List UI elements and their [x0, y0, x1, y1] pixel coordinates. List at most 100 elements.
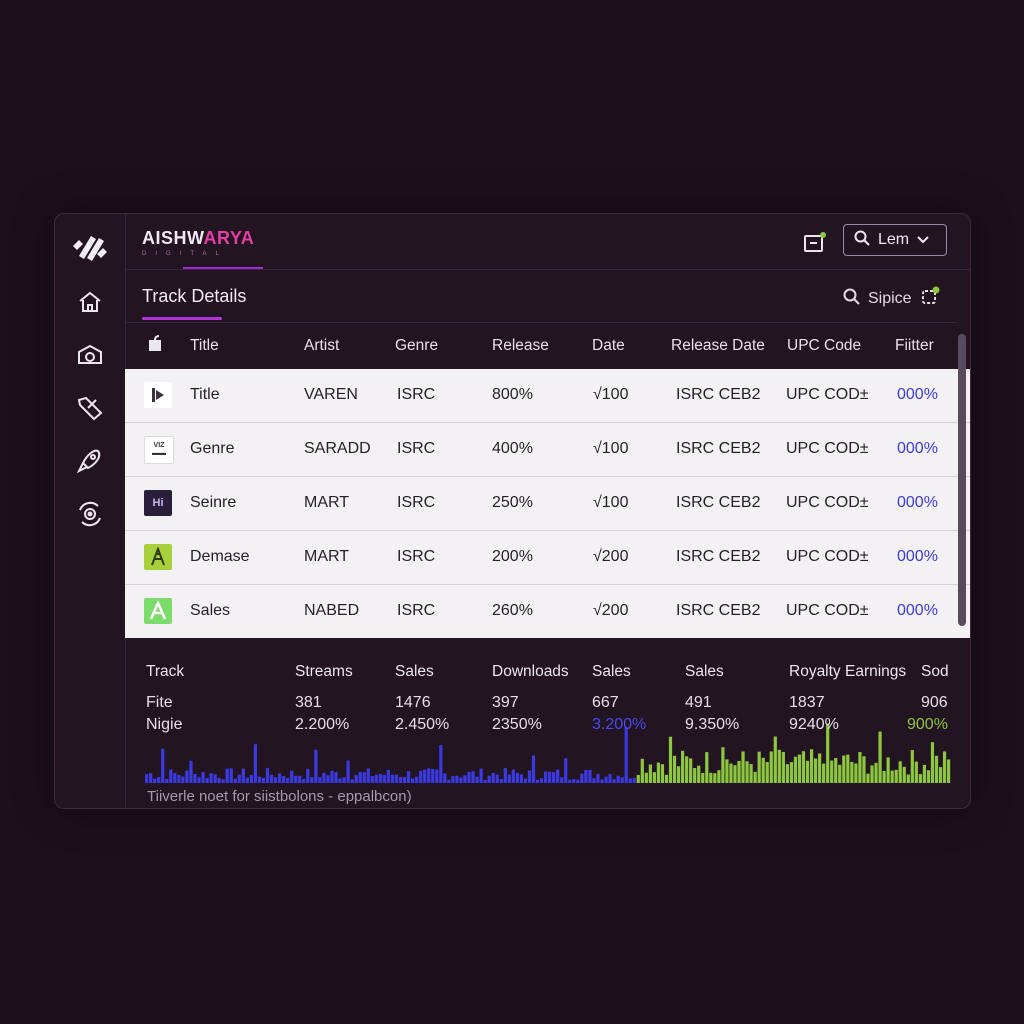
track-release-date: ISRC CEB2 [676, 602, 761, 619]
page-title: Track Details [142, 286, 247, 306]
search-control[interactable]: Sipice [843, 286, 940, 311]
user-menu-button[interactable]: Lem [843, 224, 947, 256]
sparkline-bar [282, 776, 286, 783]
track-title: Sales [190, 602, 231, 619]
sparkline-bar [531, 755, 536, 783]
sparkline-bar [878, 731, 882, 783]
table-row[interactable]: Sales NABED ISRC 260% √200 ISRC CEB2 UPC… [125, 585, 970, 638]
sparkline-bar [846, 754, 850, 783]
sparkline-bar [286, 778, 290, 783]
notifications-icon[interactable] [803, 231, 827, 253]
sparkline-bar [600, 779, 604, 783]
sparkline-bar [499, 778, 503, 783]
sparkline-bar [467, 771, 471, 783]
brand-subtitle: DIGITAL [142, 251, 228, 257]
sparkline-bar [213, 774, 217, 783]
sparkline-bar [209, 773, 213, 783]
sparkline-bar [741, 751, 745, 783]
stats-percent: Nigie [146, 716, 183, 733]
sidebar-item-home[interactable] [73, 287, 107, 321]
column-header-artist[interactable]: Artist [304, 337, 340, 354]
track-release-date: ISRC CEB2 [676, 548, 761, 565]
sparkline-bar [149, 773, 153, 783]
column-header-genre[interactable]: Genre [395, 337, 439, 354]
sparkline-bar [850, 761, 854, 783]
sparkline-bar [503, 768, 507, 783]
sidebar [55, 214, 126, 808]
stats-header-downloads: Downloads [492, 663, 569, 680]
column-header-date[interactable]: Date [592, 337, 625, 354]
sparkline-bar [737, 760, 741, 783]
sparkline-bar [822, 763, 826, 783]
track-filter: 000% [897, 386, 938, 403]
column-header-release[interactable]: Release [492, 337, 549, 354]
stats-value: 667 [592, 694, 619, 711]
sidebar-item-settings[interactable] [73, 499, 107, 533]
sparkline-bar [568, 779, 572, 783]
sparkline-bar [342, 777, 346, 783]
sparkline-bar [265, 768, 270, 783]
rocket-icon [76, 448, 104, 479]
sparkline-bar [394, 774, 399, 783]
sparkline-bar [656, 762, 661, 783]
sparkline-bar [463, 775, 467, 783]
sparkline-bar [596, 774, 600, 783]
sparkline-bar [245, 777, 249, 783]
sparkline-bar [805, 760, 810, 783]
sparkline-bar [664, 774, 669, 783]
sparkline-bar [527, 770, 532, 783]
sparkline-bar [672, 755, 677, 783]
stats-percent: 2.200% [295, 716, 350, 733]
sparkline-bar [773, 736, 777, 783]
sparkline-bar [709, 772, 713, 783]
sparkline-bar [370, 776, 374, 783]
sparkline-bar [608, 774, 612, 783]
sparkline-bar [415, 776, 419, 783]
sparkline-bar [507, 774, 511, 783]
sparkline-bar [556, 769, 560, 783]
sparkline-bar [914, 761, 918, 783]
track-date: √200 [593, 548, 629, 565]
column-header-title[interactable]: Title [190, 337, 219, 354]
sidebar-item-tags[interactable] [73, 393, 107, 427]
sparkline-bar [749, 764, 753, 783]
select-all-icon[interactable] [147, 335, 163, 358]
stats-header-sales: Sales [685, 663, 724, 680]
sparkline-bar [616, 775, 620, 783]
table-scrollbar[interactable] [958, 334, 966, 626]
sparkline-bar [471, 771, 475, 783]
sparkline-bar [870, 765, 874, 783]
column-header-release-date[interactable]: Release Date [671, 337, 765, 354]
track-release: 400% [492, 440, 533, 457]
table-row[interactable]: Hi Seinre MART ISRC 250% √100 ISRC CEB2 … [125, 477, 970, 531]
table-row[interactable]: VIZ ▬▬ Genre SARADD ISRC 400% √100 ISRC C… [125, 423, 970, 477]
sparkline-bar [713, 773, 717, 783]
sparkline-bar [753, 771, 757, 783]
track-date: √200 [593, 602, 629, 619]
sparkline-bar [733, 765, 737, 783]
table-row[interactable]: Title VAREN ISRC 800% √100 ISRC CEB2 UPC… [125, 369, 970, 423]
sparkline-bar [173, 772, 177, 783]
sparkline-bar [294, 775, 298, 783]
sparkline-bar [612, 779, 616, 783]
column-header-upc-code[interactable]: UPC Code [787, 337, 862, 354]
track-isrc: ISRC [397, 494, 436, 511]
sparkline-bar [145, 774, 149, 783]
table-row[interactable]: Demase MART ISRC 200% √200 ISRC CEB2 UPC… [125, 531, 970, 585]
sparkline-bar [479, 768, 483, 783]
title-underline [142, 317, 222, 320]
sparkline-bar [451, 776, 455, 783]
track-table: Title VAREN ISRC 800% √100 ISRC CEB2 UPC… [125, 369, 970, 638]
sparkline-bar [439, 745, 443, 783]
sparkline-bar [302, 779, 306, 783]
sparkline-bar [358, 771, 362, 783]
track-filter: 000% [897, 440, 938, 457]
column-header-filter[interactable]: Fiitter [895, 337, 934, 354]
sparkline-bar [253, 744, 258, 783]
sparkline-bar [366, 768, 370, 783]
app-logo-icon [71, 230, 109, 264]
stats-header-royalty-earnings: Royalty Earnings [789, 663, 907, 680]
sparkline-bar [346, 760, 350, 783]
sidebar-item-media[interactable] [73, 340, 107, 374]
sidebar-item-releases[interactable] [73, 446, 107, 480]
